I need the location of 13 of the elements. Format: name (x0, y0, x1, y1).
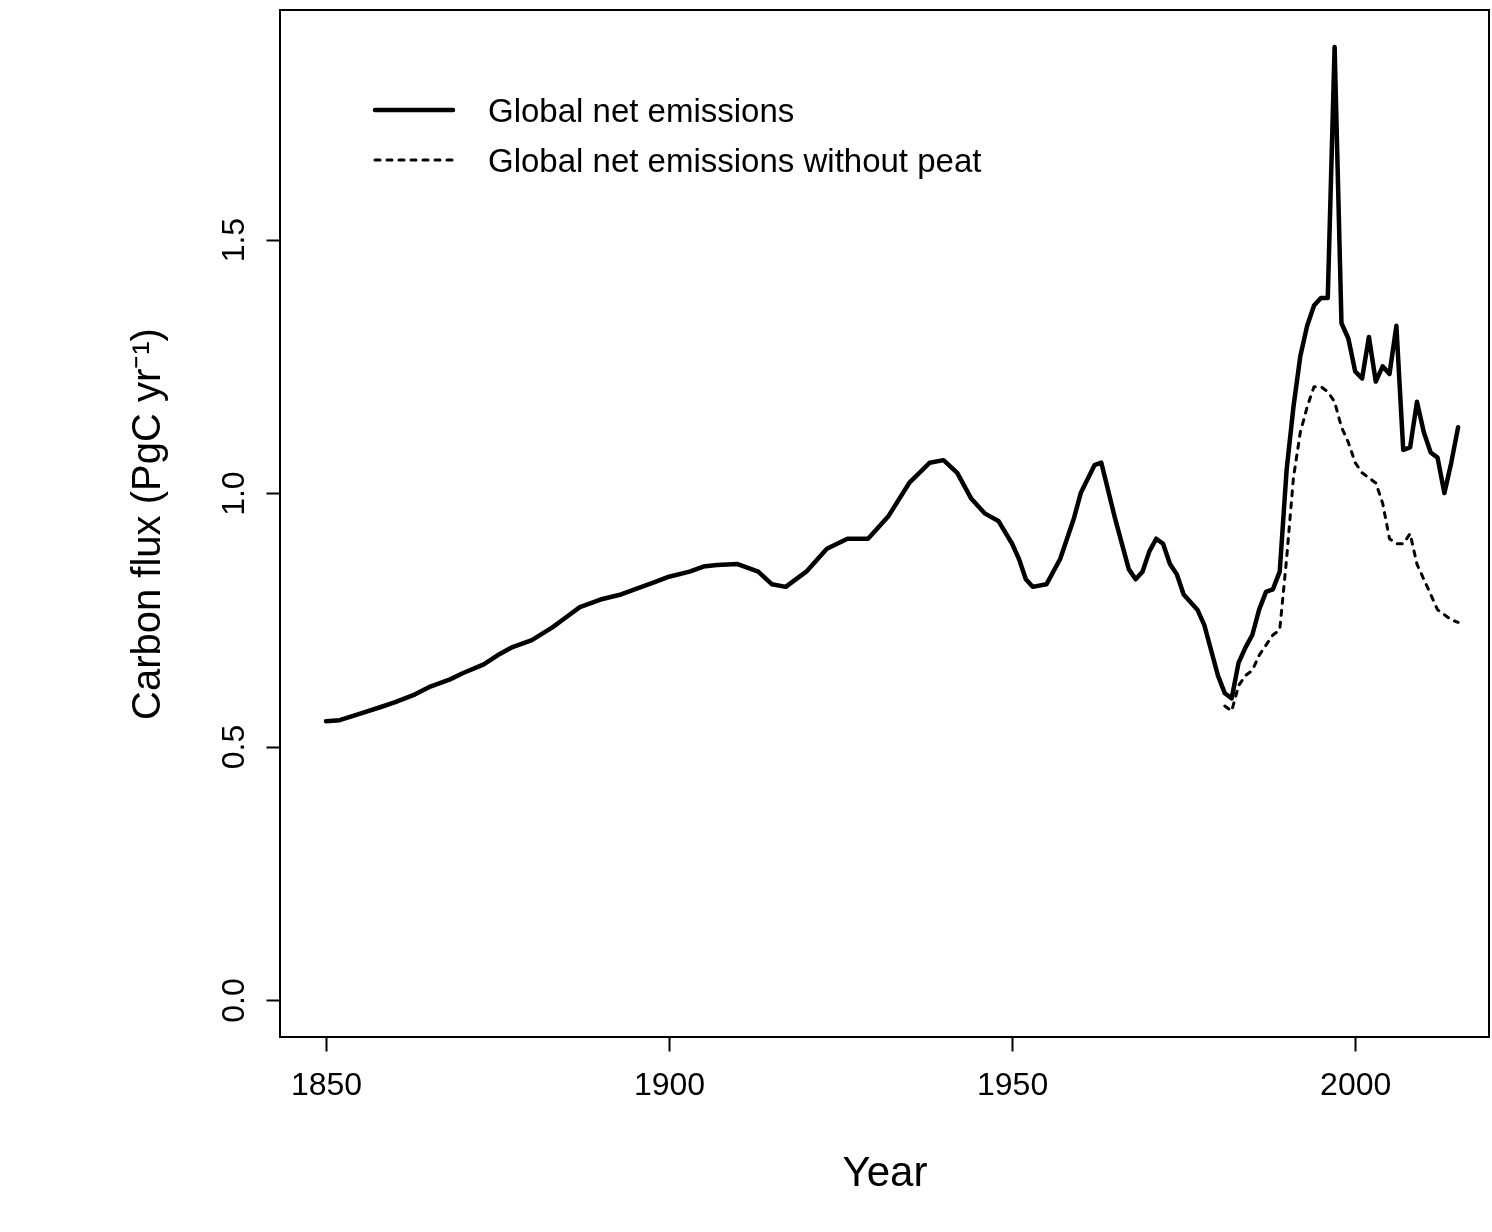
y-tick-label: 1.0 (214, 471, 251, 516)
legend-label: Global net emissions (488, 92, 795, 129)
y-tick-label: 0.5 (214, 724, 251, 770)
x-tick-label: 2000 (1320, 1065, 1392, 1102)
y-axis-title: Carbon flux (PgC yr⁻¹) (123, 328, 168, 720)
line-series (323, 44, 1461, 724)
x-tick-label: 1950 (977, 1065, 1049, 1102)
x-tick-label: 1900 (633, 1065, 706, 1102)
y-tick-label: 1.5 (214, 217, 251, 263)
legend-label: Global net emissions without peat (488, 142, 982, 179)
y-tick-label: 0.0 (214, 978, 251, 1023)
x-axis-title: Year (842, 1147, 928, 1195)
x-tick-label: 1850 (290, 1065, 363, 1102)
